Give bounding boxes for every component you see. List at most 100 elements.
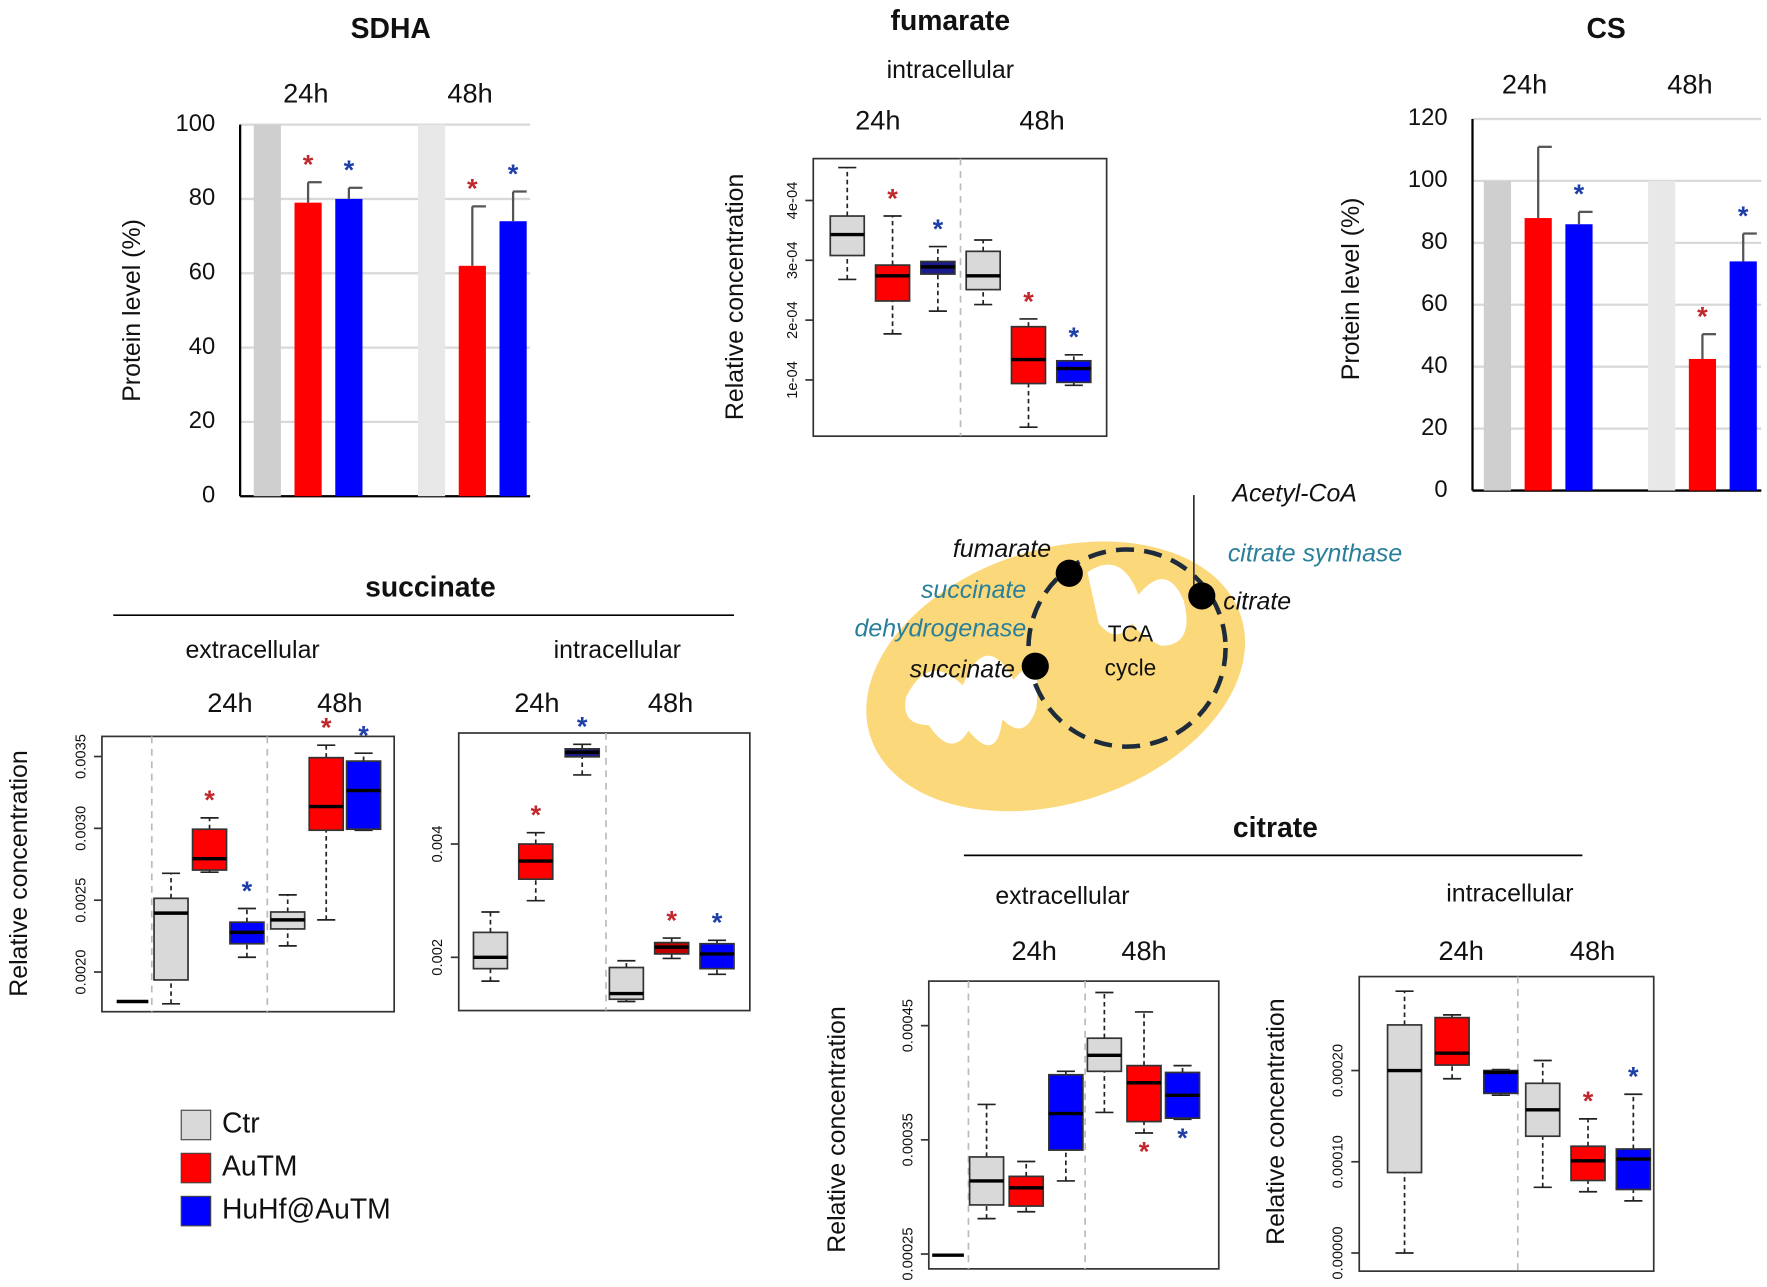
y-tick-label: 40 (1421, 352, 1447, 379)
diagram-enzyme: citrate synthase (1228, 540, 1402, 568)
bar (1648, 180, 1676, 491)
y-tick-label: 80 (1421, 228, 1447, 255)
significance-mark: * (666, 904, 677, 935)
diagram-metabolite: citrate (1223, 587, 1291, 615)
y-tick-label: 3e-04 (785, 241, 801, 279)
diagram-input: Acetyl-CoA (1230, 480, 1357, 508)
y-tick-label: 0.0020 (73, 950, 89, 995)
chart-subtitle: intracellular (1446, 880, 1573, 908)
y-tick-label: 0 (202, 481, 215, 508)
box (1434, 1016, 1470, 1066)
y-tick-label: 0 (1434, 476, 1447, 503)
box (1570, 1145, 1606, 1182)
box (153, 897, 189, 981)
y-tick-label: 0.00000 (1331, 1226, 1347, 1279)
legend-swatch (180, 1195, 212, 1227)
significance-mark: * (321, 711, 332, 742)
group-label: 48h (1019, 105, 1064, 136)
bar (417, 124, 446, 497)
significance-mark: * (530, 799, 541, 830)
y-tick-label: 0.002 (430, 939, 446, 976)
box (874, 264, 911, 302)
diagram-metabolite: succinate (910, 655, 1015, 683)
section-title: succinate (365, 572, 496, 604)
y-tick-label: 60 (1421, 290, 1447, 317)
y-axis-label: Relative concentration (721, 174, 749, 420)
box (1055, 359, 1092, 384)
significance-mark: * (1139, 1136, 1150, 1167)
plot-frame (1358, 975, 1655, 1272)
y-tick-label: 0.0035 (73, 734, 89, 779)
significance-mark: * (577, 711, 588, 742)
significance-mark: * (204, 784, 215, 815)
significance-mark: * (508, 158, 519, 189)
box (472, 931, 509, 970)
y-tick-label: 20 (189, 407, 215, 434)
bar (294, 202, 322, 497)
significance-mark: * (344, 154, 355, 185)
group-label: 24h (514, 687, 559, 718)
y-tick-label: 1e-04 (785, 361, 801, 399)
y-axis-label: Relative concentration (5, 750, 33, 996)
chart-subtitle: extracellular (185, 636, 319, 664)
y-tick-label: 0.0030 (73, 806, 89, 851)
group-label: 48h (1570, 935, 1615, 966)
bar (1524, 218, 1552, 491)
y-tick-label: 40 (189, 333, 215, 360)
box (1482, 1069, 1519, 1095)
box (1386, 1024, 1423, 1174)
box (308, 756, 345, 832)
bar (458, 265, 486, 497)
significance-mark: * (887, 182, 898, 213)
bar (499, 221, 527, 497)
group-label: 48h (317, 687, 362, 718)
group-label: 48h (1121, 935, 1166, 966)
group-label: 48h (447, 77, 492, 108)
y-tick-label: 0.00020 (1331, 1044, 1347, 1097)
diagram-metabolite: fumarate (953, 535, 1051, 563)
y-tick-label: 4e-04 (785, 182, 801, 220)
legend-label: HuHf@AuTM (222, 1194, 391, 1226)
chart-subtitle: intracellular (887, 56, 1014, 84)
chart-title: CS (1586, 13, 1625, 45)
y-axis-label: Relative concentration (823, 1006, 851, 1252)
y-tick-label: 120 (1408, 104, 1448, 131)
y-tick-label: 0.00035 (900, 1113, 916, 1166)
significance-mark: * (1583, 1085, 1594, 1116)
bar (1688, 358, 1717, 491)
y-tick-label: 80 (189, 184, 215, 211)
box (1010, 325, 1047, 385)
bar (1729, 261, 1757, 491)
y-tick-label: 0.0025 (73, 878, 89, 923)
section-title: citrate (1233, 812, 1318, 844)
legend-swatch (180, 1152, 212, 1184)
box (699, 942, 735, 970)
significance-mark: * (1628, 1061, 1639, 1092)
chart-subtitle: intracellular (554, 636, 681, 664)
significance-mark: * (1738, 200, 1749, 231)
box (191, 828, 228, 871)
y-tick-label: 20 (1421, 414, 1447, 441)
group-label: 24h (1439, 935, 1484, 966)
significance-mark: * (1697, 300, 1708, 331)
y-tick-label: 0.004 (430, 826, 446, 863)
box (1126, 1064, 1162, 1123)
significance-mark: * (712, 907, 723, 938)
group-label: 24h (1502, 68, 1547, 99)
y-axis-label: Protein level (%) (1337, 198, 1365, 381)
group-label: 24h (1011, 935, 1056, 966)
y-tick-label: 0.00025 (900, 1227, 916, 1280)
y-tick-label: 100 (176, 110, 216, 137)
significance-mark: * (242, 875, 253, 906)
plot-frame (101, 735, 396, 1013)
legend-label: AuTM (222, 1151, 298, 1183)
diagram-enzyme: dehydrogenase (855, 614, 1027, 642)
significance-mark: * (1023, 285, 1034, 316)
group-label: 48h (1667, 68, 1712, 99)
legend-swatch (180, 1109, 212, 1141)
mitochondrion (866, 495, 1246, 812)
chart-title: SDHA (351, 13, 431, 45)
y-tick-label: 60 (189, 259, 215, 286)
significance-mark: * (1069, 321, 1080, 352)
plot-frame (927, 980, 1220, 1270)
